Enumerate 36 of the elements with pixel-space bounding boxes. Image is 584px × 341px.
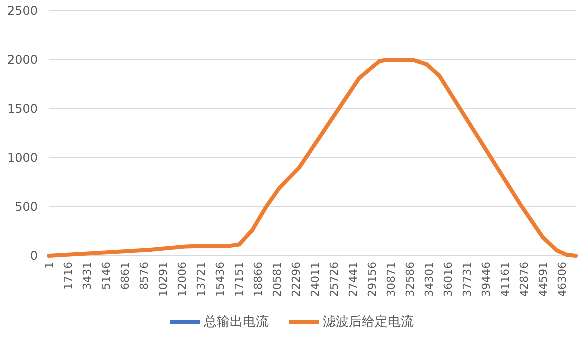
x-tick-label: 13721: [194, 262, 208, 297]
x-tick-label: 25726: [328, 262, 341, 297]
legend-label: 总输出电流: [203, 314, 269, 330]
y-tick-label: 500: [15, 200, 38, 214]
x-tick-label: 1: [43, 262, 56, 269]
y-tick-label: 0: [30, 249, 38, 263]
x-tick-label: 46306: [556, 262, 569, 297]
x-tick-label: 36016: [442, 262, 455, 297]
x-tick-label: 8576: [138, 262, 151, 290]
x-tick-label: 10291: [156, 262, 170, 297]
x-tick-label: 3431: [80, 262, 94, 290]
x-tick-label: 42876: [518, 262, 531, 297]
y-tick-label: 2500: [7, 4, 38, 18]
x-tick-label: 20581: [270, 262, 284, 297]
x-tick-label: 32586: [404, 262, 417, 297]
x-tick-label: 15436: [214, 262, 227, 297]
x-tick-label: 27441: [346, 262, 360, 297]
x-tick-label: 18866: [252, 262, 265, 297]
x-tick-label: 1716: [62, 262, 75, 290]
x-tick-label: 30871: [384, 262, 398, 297]
x-tick-label: 6861: [118, 262, 132, 290]
x-tick-label: 29156: [366, 262, 379, 297]
x-tick-label: 12006: [176, 262, 189, 297]
x-tick-label: 22296: [290, 262, 303, 297]
x-tick-label: 34301: [422, 262, 436, 297]
x-tick-label: 5146: [100, 262, 113, 290]
x-tick-label: 39446: [480, 262, 493, 297]
x-tick-label: 17151: [232, 262, 246, 297]
x-tick-label: 44591: [536, 262, 550, 297]
y-tick-label: 1500: [7, 102, 38, 116]
legend-label: 滤波后给定电流: [323, 314, 414, 330]
y-tick-label: 1000: [7, 151, 38, 165]
y-tick-label: 2000: [7, 53, 38, 67]
x-tick-label: 37731: [460, 262, 474, 297]
x-tick-label: 24011: [308, 262, 322, 297]
x-tick-label: 41161: [498, 262, 512, 297]
